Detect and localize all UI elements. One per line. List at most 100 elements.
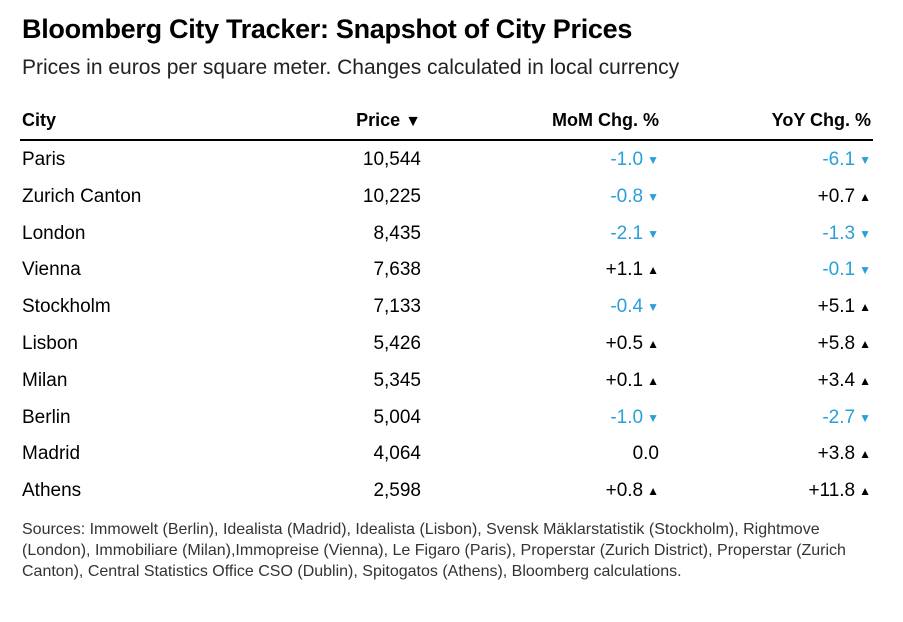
mom-change: -1.0 ▼ — [610, 407, 659, 429]
mom-change: 0.0 — [633, 443, 659, 465]
yoy-change: +3.8 ▲ — [818, 443, 871, 465]
mom-change-value: +0.1 — [605, 369, 644, 391]
mom-change-value: +0.8 — [605, 480, 644, 502]
city-name: Berlin — [22, 406, 71, 428]
header-mom[interactable]: MoM Chg. % — [552, 110, 659, 130]
city-name: Milan — [22, 369, 68, 391]
yoy-change-value: +5.8 — [817, 332, 856, 354]
table-row: Lisbon 5,426 +0.5 ▲ +5.8 ▲ — [20, 325, 873, 362]
yoy-change: -0.1 ▼ — [822, 259, 871, 281]
price-value: 5,004 — [373, 406, 421, 428]
header-price[interactable]: Price ▼ — [356, 110, 421, 131]
table-row: Athens 2,598 +0.8 ▲ +11.8 ▲ — [20, 472, 873, 509]
table-row: London 8,435 -2.1 ▼ -1.3 ▼ — [20, 215, 873, 252]
down-arrow-icon: ▼ — [647, 153, 659, 167]
up-arrow-icon: ▲ — [859, 300, 871, 315]
yoy-change: +5.8 ▲ — [818, 333, 871, 355]
up-arrow-icon: ▲ — [647, 484, 659, 499]
yoy-change: -1.3 ▼ — [822, 223, 871, 245]
up-arrow-icon: ▲ — [859, 447, 871, 462]
yoy-change-value: +3.8 — [817, 443, 856, 465]
yoy-change: +3.4 ▲ — [818, 370, 871, 392]
down-arrow-icon: ▼ — [859, 226, 871, 241]
table-body: Paris 10,544 -1.0 ▼ -6.1 ▼ Zurich Canton 10,225… — [20, 141, 873, 509]
sources-note: Sources: Immowelt (Berlin), Idealista (M… — [22, 521, 846, 580]
up-arrow-icon: ▲ — [647, 263, 659, 278]
yoy-change-value: +5.1 — [817, 296, 856, 318]
price-value: 4,064 — [373, 443, 421, 465]
table-row: Paris 10,544 -1.0 ▼ -6.1 ▼ — [20, 141, 873, 178]
yoy-change-value: +3.4 — [817, 369, 856, 391]
price-value: 10,544 — [362, 149, 421, 170]
table-row: Milan 5,345 +0.1 ▲ +3.4 ▲ — [20, 362, 873, 399]
mom-change: +0.5 ▲ — [606, 333, 659, 355]
mom-change-value: 0.0 — [632, 443, 659, 465]
city-name: Vienna — [22, 259, 81, 281]
table-row: Zurich Canton 10,225 -0.8 ▼ +0.7 ▲ — [20, 178, 873, 215]
yoy-change: -2.7 ▼ — [822, 407, 871, 429]
table-row: Berlin 5,004 -1.0 ▼ -2.7 ▼ — [20, 399, 873, 436]
up-arrow-icon: ▲ — [859, 189, 871, 204]
down-arrow-icon: ▼ — [647, 189, 659, 204]
yoy-change-value: -6.1 — [822, 149, 856, 170]
mom-change-value: -2.1 — [610, 222, 644, 244]
header-yoy[interactable]: YoY Chg. % — [771, 110, 871, 130]
down-arrow-icon: ▼ — [859, 153, 871, 167]
yoy-change-value: +11.8 — [808, 480, 856, 502]
yoy-change: -6.1 ▼ — [822, 149, 871, 171]
table-row: Stockholm 7,133 -0.4 ▼ +5.1 ▲ — [20, 288, 873, 325]
yoy-change-value: -1.3 — [822, 222, 856, 244]
mom-change-value: -1.0 — [610, 149, 644, 170]
table-row: Madrid 4,064 0.0 +3.8 ▲ — [20, 435, 873, 472]
yoy-change-value: -0.1 — [822, 259, 856, 281]
mom-change: -0.8 ▼ — [610, 186, 659, 208]
yoy-change: +11.8 ▲ — [808, 480, 871, 502]
yoy-change: +5.1 ▲ — [818, 296, 871, 318]
mom-change-value: -0.4 — [610, 296, 644, 318]
city-name: Lisbon — [22, 332, 78, 354]
city-name: Zurich Canton — [22, 185, 142, 207]
mom-change-value: -0.8 — [610, 185, 644, 207]
mom-change-value: +1.1 — [605, 259, 644, 281]
yoy-change: +0.7 ▲ — [818, 186, 871, 208]
down-arrow-icon: ▼ — [647, 410, 659, 425]
down-arrow-icon: ▼ — [859, 263, 871, 278]
up-arrow-icon: ▲ — [647, 336, 659, 351]
up-arrow-icon: ▲ — [647, 373, 659, 388]
price-value: 5,426 — [373, 332, 421, 354]
city-name: London — [22, 222, 86, 244]
chart-subtitle: Prices in euros per square meter. Change… — [22, 56, 680, 79]
price-value: 10,225 — [362, 185, 421, 207]
up-arrow-icon: ▲ — [859, 484, 871, 499]
mom-change: -2.1 ▼ — [610, 223, 659, 245]
down-arrow-icon: ▼ — [647, 300, 659, 315]
mom-change-value: +0.5 — [605, 332, 644, 354]
city-name: Athens — [22, 480, 82, 502]
mom-change-value: -1.0 — [610, 406, 644, 428]
mom-change: +0.1 ▲ — [606, 370, 659, 392]
city-name: Stockholm — [22, 296, 111, 318]
city-name: Madrid — [22, 443, 81, 465]
down-arrow-icon: ▼ — [647, 226, 659, 241]
chart-title: Bloomberg City Tracker: Snapshot of City… — [22, 14, 633, 44]
sort-descending-icon: ▼ — [405, 113, 421, 130]
mom-change: +1.1 ▲ — [606, 259, 659, 281]
yoy-change-value: -2.7 — [822, 406, 856, 428]
mom-change: +0.8 ▲ — [606, 480, 659, 502]
header-price-label: Price — [356, 110, 401, 130]
price-value: 7,638 — [373, 259, 421, 281]
up-arrow-icon: ▲ — [859, 373, 871, 388]
price-value: 5,345 — [373, 369, 421, 391]
up-arrow-icon: ▲ — [859, 336, 871, 351]
city-name: Paris — [22, 149, 66, 170]
table-header: City Price ▼ MoM Chg. % YoY Chg. % — [20, 108, 873, 141]
price-value: 7,133 — [373, 296, 421, 318]
mom-change: -0.4 ▼ — [610, 296, 659, 318]
price-value: 8,435 — [373, 222, 421, 244]
mom-change: -1.0 ▼ — [610, 149, 659, 171]
price-value: 2,598 — [373, 480, 421, 502]
header-city: City — [22, 110, 57, 130]
yoy-change-value: +0.7 — [817, 185, 856, 207]
down-arrow-icon: ▼ — [859, 410, 871, 425]
